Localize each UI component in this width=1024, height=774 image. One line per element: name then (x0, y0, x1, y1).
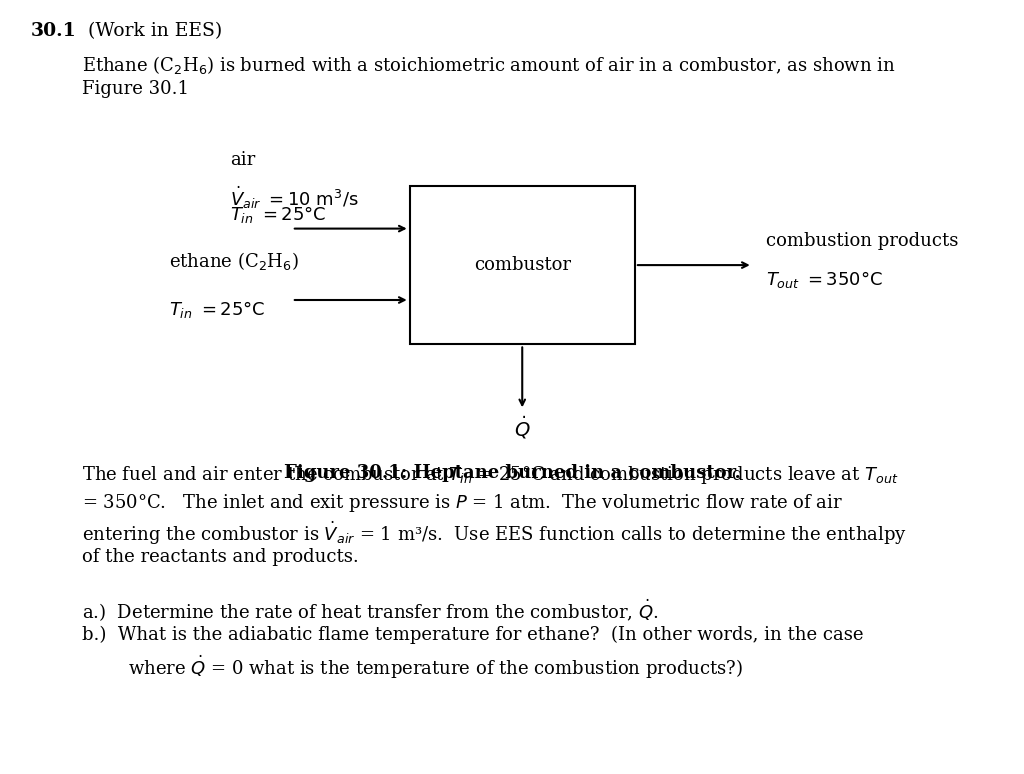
Text: where $\dot{Q}$ = 0 what is the temperature of the combustion products?): where $\dot{Q}$ = 0 what is the temperat… (128, 654, 743, 681)
Text: = 350°C.   The inlet and exit pressure is $P$ = 1 atm.  The volumetric flow rate: = 350°C. The inlet and exit pressure is … (82, 492, 843, 514)
Text: The fuel and air enter the combustor at $T_{in}$ = 25°C and combustion products : The fuel and air enter the combustor at … (82, 464, 898, 486)
Text: b.)  What is the adiabatic flame temperature for ethane?  (In other words, in th: b.) What is the adiabatic flame temperat… (82, 626, 863, 644)
Text: $T_{in}$ $= 25°\mathrm{C}$: $T_{in}$ $= 25°\mathrm{C}$ (230, 204, 327, 224)
Text: (Work in EES): (Work in EES) (82, 22, 222, 39)
Text: Figure 30.1: Heptane burned in a combustor.: Figure 30.1: Heptane burned in a combust… (284, 464, 740, 482)
Bar (410, 186, 635, 344)
Text: combustion products: combustion products (766, 231, 958, 249)
Text: air: air (230, 151, 256, 169)
Text: entering the combustor is $\dot{V}_{air}$ = 1 m³/s.  Use EES function calls to d: entering the combustor is $\dot{V}_{air}… (82, 520, 907, 547)
Text: 30.1: 30.1 (31, 22, 77, 39)
Text: $\dot{Q}$: $\dot{Q}$ (514, 414, 530, 440)
Text: Figure 30.1: Figure 30.1 (82, 80, 188, 98)
Text: combustor: combustor (474, 256, 570, 274)
Text: a.)  Determine the rate of heat transfer from the combustor, $\dot{Q}$.: a.) Determine the rate of heat transfer … (82, 598, 658, 625)
Text: Ethane (C$_2$H$_6$) is burned with a stoichiometric amount of air in a combustor: Ethane (C$_2$H$_6$) is burned with a sto… (82, 54, 896, 76)
Text: $T_{out}$ $= 350°\mathrm{C}$: $T_{out}$ $= 350°\mathrm{C}$ (766, 269, 883, 290)
Text: $\dot{V}_{air}$ $=10\ \mathrm{m^3/s}$: $\dot{V}_{air}$ $=10\ \mathrm{m^3/s}$ (230, 185, 359, 211)
Text: $T_{in}$ $= 25°\mathrm{C}$: $T_{in}$ $= 25°\mathrm{C}$ (169, 300, 265, 320)
Text: ethane (C$_2$H$_6$): ethane (C$_2$H$_6$) (169, 250, 299, 272)
Text: of the reactants and products.: of the reactants and products. (82, 548, 358, 566)
